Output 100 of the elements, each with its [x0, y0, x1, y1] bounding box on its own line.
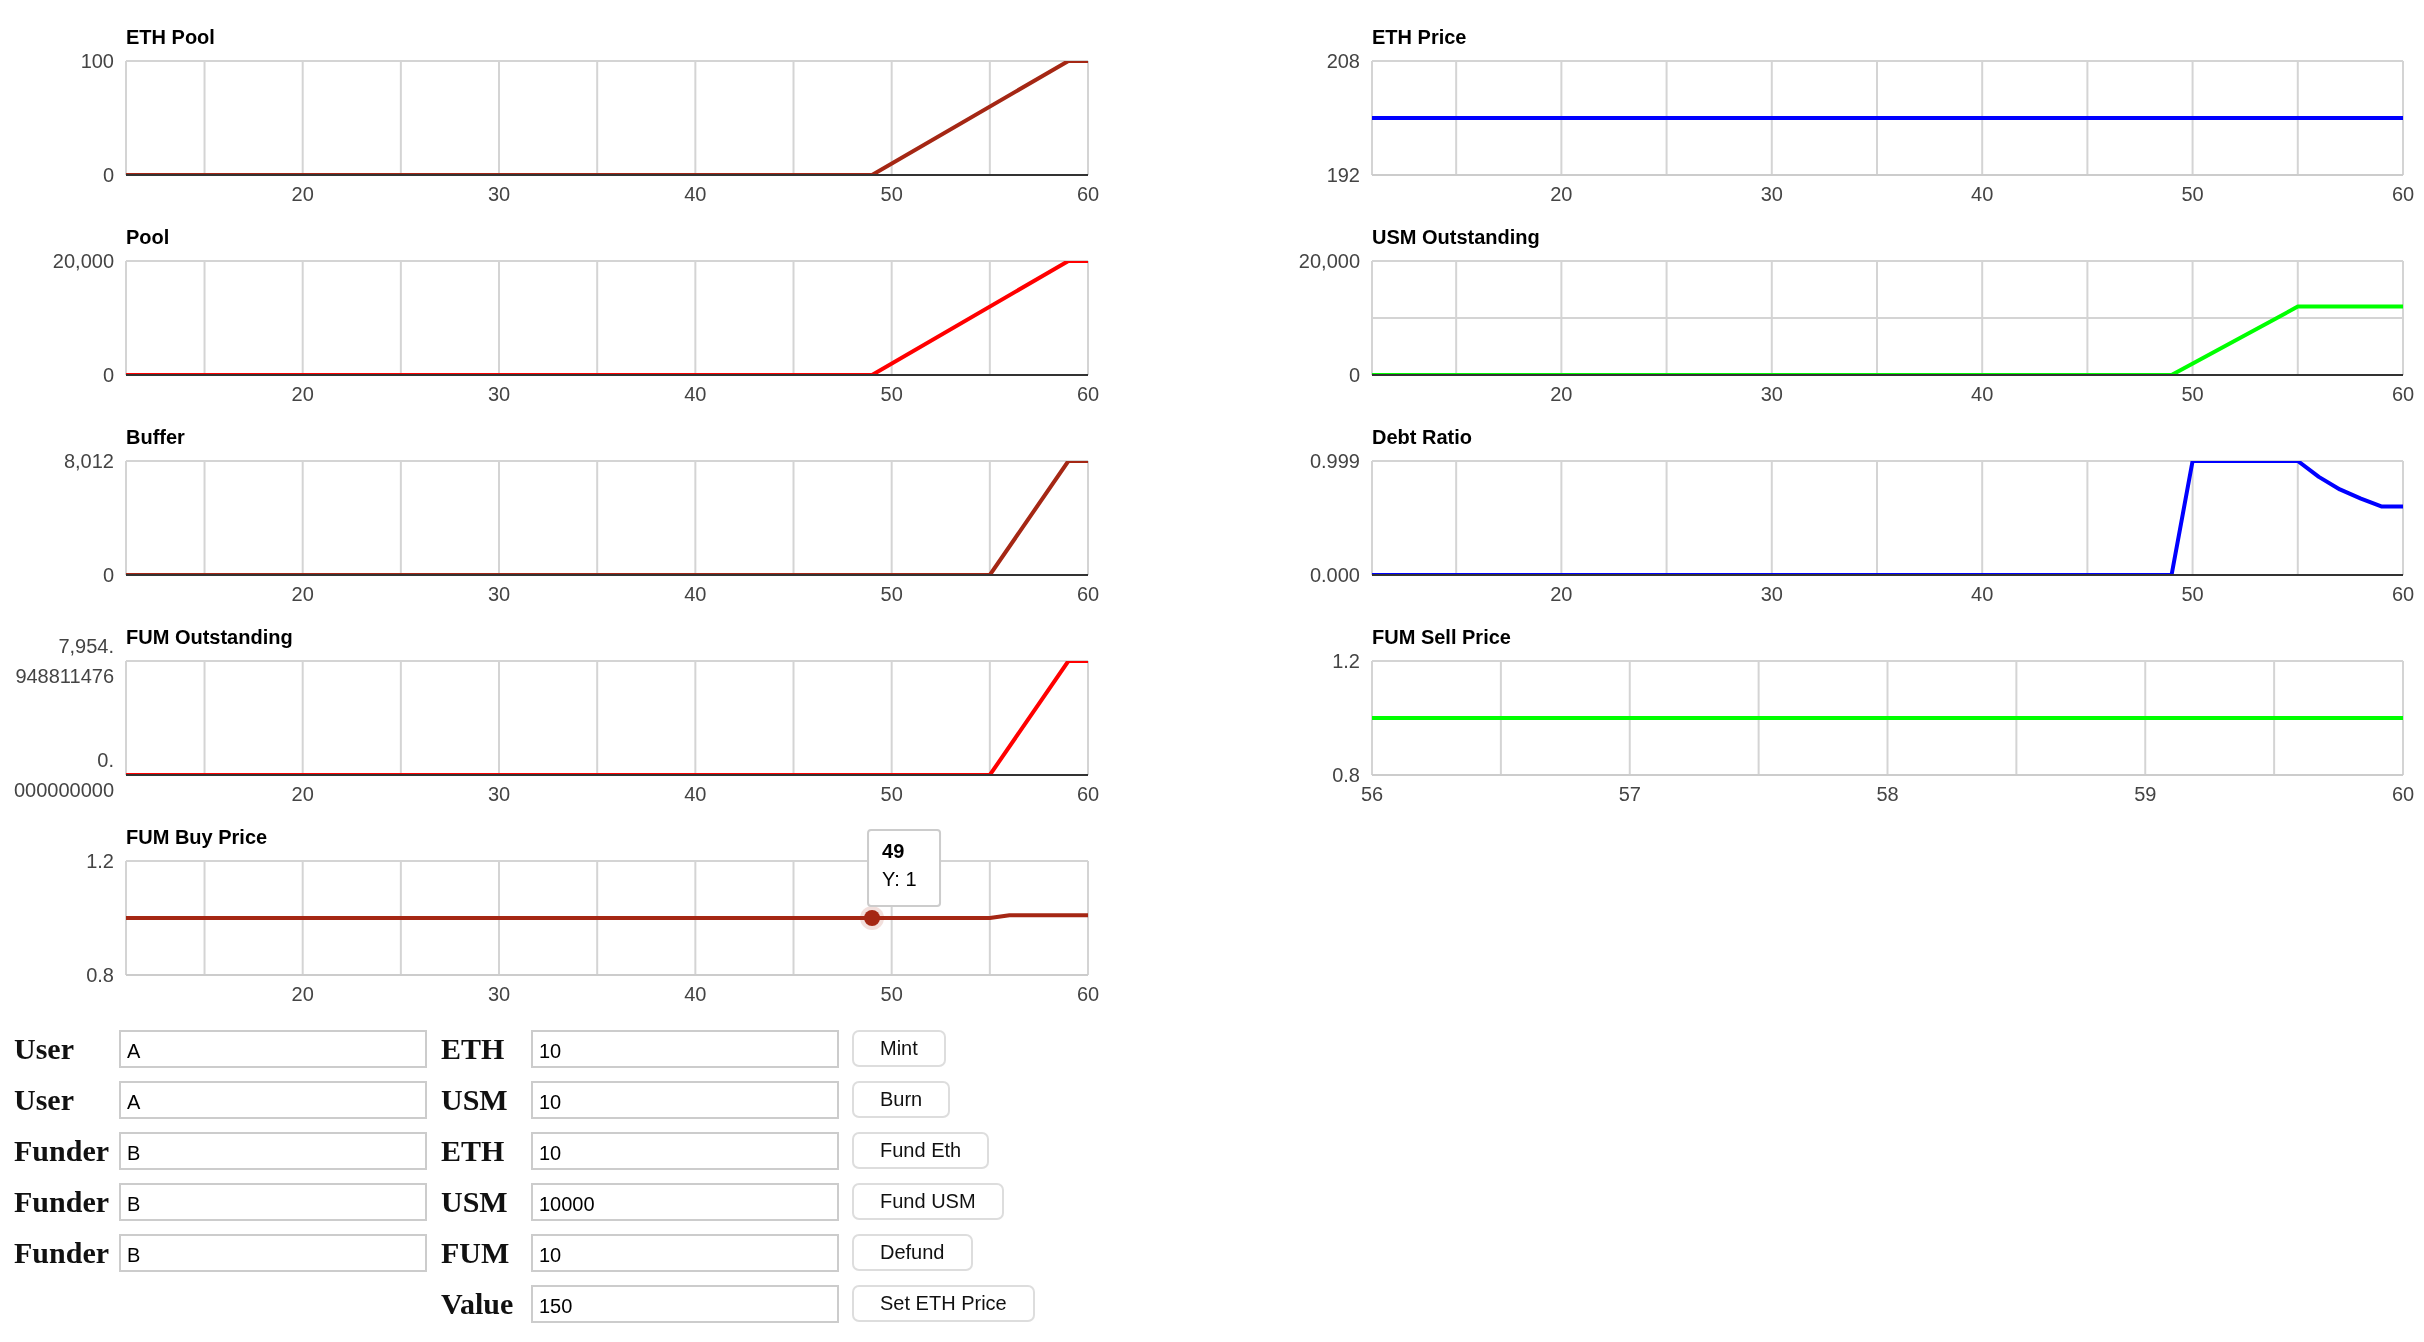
x-tick-label: 40: [684, 583, 707, 606]
x-tick-label: 50: [880, 983, 903, 1006]
text: User: [14, 1032, 74, 1066]
x-tick-label: 20: [291, 783, 314, 806]
annotation: Y: 1: [882, 868, 917, 890]
x-tick-label: 50: [2181, 583, 2204, 606]
text-field: B: [119, 1234, 427, 1272]
x-tick-label: 56: [1360, 783, 1384, 806]
x-tick-label: 60: [1076, 783, 1100, 806]
y-tick-label: 208: [1326, 50, 1360, 72]
y-tick-label: 100: [80, 50, 114, 72]
x-tick-label: 30: [487, 783, 511, 806]
x-tick-label: 30: [1760, 583, 1783, 606]
push-button[interactable]: Mint: [854, 1032, 944, 1065]
text-field: B: [119, 1183, 427, 1221]
y-tick-label: 1.2: [1332, 650, 1360, 672]
y-tick-label: 0.999: [1309, 450, 1360, 472]
x-tick-label: 50: [880, 583, 903, 606]
x-tick-label: 58: [1876, 783, 1899, 806]
y-tick-label: 1.2: [86, 850, 114, 872]
x-tick-label: 30: [487, 183, 511, 206]
text: USM: [441, 1083, 508, 1117]
y-tick-label: 7,954.948811476: [15, 635, 114, 687]
line-series: [1372, 461, 2403, 575]
chart-title: Buffer: [126, 426, 185, 449]
push-button[interactable]: Set ETH Price: [854, 1287, 1033, 1320]
x-tick-label: 50: [880, 383, 903, 406]
chart-title: FUM Outstanding: [126, 626, 293, 649]
text-field: A: [119, 1030, 427, 1068]
x-tick-label: 40: [684, 783, 707, 806]
x-tick-label: 30: [487, 383, 511, 406]
chart-title: Pool: [126, 226, 170, 249]
x-tick-label: 60: [1076, 983, 1100, 1006]
x-tick-label: 60: [2391, 383, 2415, 406]
x-tick-label: 20: [291, 383, 314, 406]
x-tick-label: 60: [1076, 183, 1100, 206]
text-field: A: [119, 1081, 427, 1119]
chart-title: USM Outstanding: [1372, 226, 1540, 249]
x-tick-label: 30: [1760, 383, 1783, 406]
x-tick-label: 40: [684, 983, 707, 1006]
y-tick-label: 192: [1326, 164, 1360, 186]
x-tick-label: 40: [1971, 183, 1994, 206]
push-button[interactable]: Fund USM: [854, 1185, 1002, 1218]
text: ETH: [441, 1032, 505, 1066]
x-tick-label: 50: [880, 783, 903, 806]
text-field: B: [119, 1132, 427, 1170]
x-tick-label: 20: [1550, 583, 1573, 606]
chart-title: FUM Buy Price: [126, 826, 268, 849]
text-field: 150: [531, 1285, 839, 1323]
y-tick-label: 20,000: [52, 250, 114, 272]
text: Value: [441, 1287, 514, 1321]
x-tick-label: 20: [291, 983, 314, 1006]
x-tick-label: 57: [1618, 783, 1641, 806]
x-tick-label: 30: [487, 583, 511, 606]
x-tick-label: 60: [1076, 583, 1100, 606]
x-tick-label: 60: [2391, 583, 2415, 606]
y-tick-label: 0.8: [86, 964, 114, 986]
push-button[interactable]: Fund Eth: [854, 1134, 988, 1167]
text-field: 10: [531, 1234, 839, 1272]
annotation: 49: [882, 840, 905, 862]
text: USM: [441, 1185, 508, 1219]
x-tick-label: 20: [1550, 383, 1573, 406]
x-tick-label: 50: [2181, 183, 2204, 206]
x-tick-label: 30: [1760, 183, 1783, 206]
y-tick-label: 8,012: [63, 450, 114, 472]
x-tick-label: 40: [1971, 583, 1994, 606]
text-field: 10000: [531, 1183, 839, 1221]
chart-title: ETH Pool: [126, 26, 215, 49]
x-tick-label: 60: [1076, 383, 1100, 406]
text: Funder: [14, 1236, 110, 1270]
x-tick-label: 50: [880, 183, 903, 206]
push-button[interactable]: Burn: [854, 1083, 949, 1116]
text: Funder: [14, 1134, 110, 1168]
text: Funder: [14, 1185, 110, 1219]
x-tick-label: 20: [291, 183, 314, 206]
x-tick-label: 50: [2181, 383, 2204, 406]
text-field: 10: [531, 1081, 839, 1119]
y-tick-label: 0.000: [1309, 564, 1360, 586]
chart-title: FUM Sell Price: [1372, 626, 1511, 649]
y-tick-label: 0: [102, 164, 114, 186]
y-tick-label: 20,000: [1298, 250, 1360, 272]
y-tick-label: 0.000000000: [13, 749, 114, 801]
x-tick-label: 40: [1971, 383, 1994, 406]
y-tick-label: 0: [102, 364, 114, 386]
x-tick-label: 20: [291, 583, 314, 606]
x-tick-label: 40: [684, 183, 707, 206]
x-tick-label: 60: [2391, 183, 2415, 206]
x-tick-label: 60: [2391, 783, 2415, 806]
x-tick-label: 20: [1550, 183, 1573, 206]
text: ETH: [441, 1134, 505, 1168]
y-tick-label: 0: [1348, 364, 1360, 386]
text: FUM: [441, 1236, 510, 1270]
x-tick-label: 40: [684, 383, 707, 406]
text-field: 10: [531, 1030, 839, 1068]
push-button[interactable]: Defund: [854, 1236, 971, 1269]
text-field: 10: [531, 1132, 839, 1170]
y-tick-label: 0.8: [1332, 764, 1360, 786]
x-tick-label: 59: [2134, 783, 2157, 806]
x-tick-label: 30: [487, 983, 511, 1006]
text: User: [14, 1083, 74, 1117]
